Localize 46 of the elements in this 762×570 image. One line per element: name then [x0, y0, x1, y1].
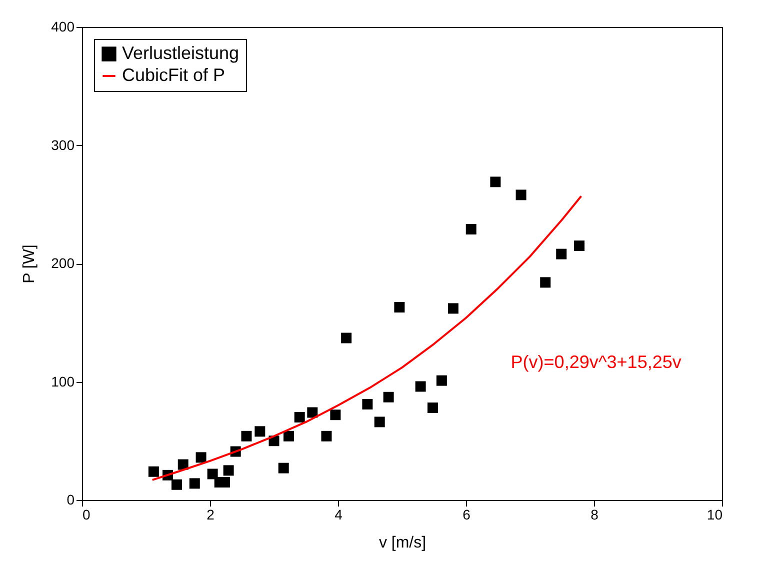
x-tick-label: 8 [590, 506, 599, 522]
x-axis-title: v [m/s] [378, 534, 426, 552]
point [436, 375, 447, 386]
point [540, 277, 551, 288]
point [516, 190, 526, 200]
point [207, 468, 218, 480]
point [383, 392, 394, 402]
point [330, 410, 341, 420]
point [374, 416, 385, 428]
y-tick-label: 200 [51, 255, 75, 271]
x-tick-label: 2 [206, 506, 215, 522]
point [283, 430, 294, 442]
point [307, 407, 318, 418]
x-tick-label: 0 [82, 506, 90, 522]
y-tick-label: 100 [51, 373, 75, 390]
point [427, 402, 438, 414]
legend-label: CubicFit of P [122, 65, 226, 85]
point [196, 452, 206, 463]
point [574, 240, 585, 252]
y-tick-label: 400 [51, 18, 75, 34]
point [189, 478, 200, 489]
point [448, 303, 458, 314]
point [362, 398, 373, 410]
legend-label: Verlustleistung [122, 43, 240, 63]
point [415, 381, 426, 392]
point [341, 332, 352, 344]
point [171, 479, 182, 490]
point [241, 430, 252, 442]
point [394, 302, 405, 312]
point [148, 466, 159, 477]
y-axis-title: P [W] [21, 244, 38, 284]
x-tick-label: 6 [462, 506, 471, 522]
point [321, 430, 332, 442]
x-tick-label: 10 [706, 506, 723, 522]
point [294, 412, 305, 422]
point [466, 224, 476, 234]
y-tick-label: 300 [51, 136, 75, 153]
point [556, 248, 567, 260]
point [278, 462, 289, 474]
annotation: P(v)=0,29v^3+15,25v [510, 352, 682, 372]
y-tick-label: 0 [66, 492, 75, 508]
point [254, 426, 266, 437]
point [223, 465, 234, 476]
point [490, 176, 501, 188]
x-tick-label: 4 [334, 506, 343, 522]
point [219, 477, 230, 488]
